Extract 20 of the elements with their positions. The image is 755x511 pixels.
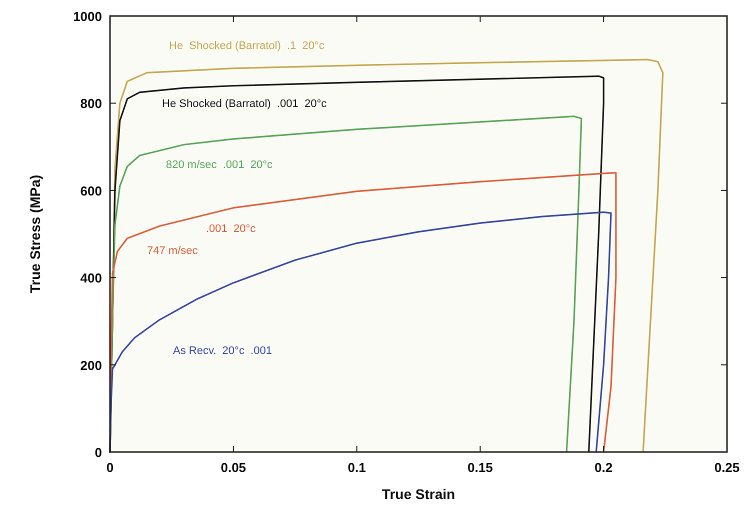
y-tick-label: 800 <box>80 96 102 112</box>
y-axis-title: True Stress (MPa) <box>27 174 43 294</box>
x-tick-label: 0 <box>106 460 114 475</box>
series-label: 747 m/sec <box>147 245 198 257</box>
x-tick-label: 0.1 <box>348 460 366 475</box>
x-tick-label: 0.25 <box>714 460 740 475</box>
series-label: 820 m/sec .001 20°c <box>166 159 274 171</box>
y-tick-label: 200 <box>80 358 102 373</box>
text: As Recv. 20°c .001 <box>173 345 272 357</box>
x-tick-label: 0.05 <box>220 460 246 475</box>
x-tick-label: 0.2 <box>594 460 613 475</box>
y-tick-label: 400 <box>80 270 102 286</box>
annotation: .001 20°c <box>206 223 256 235</box>
x-tick-label: 0.15 <box>468 460 493 475</box>
series-label: He Shocked (Barratol) .1 20°c <box>169 40 325 52</box>
y-tick-label: 600 <box>80 183 102 198</box>
x-axis-title: True Strain <box>382 486 456 502</box>
y-tick-label: 0 <box>94 445 102 460</box>
series-label: He Shocked (Barratol) .001 20°c <box>162 98 328 110</box>
y-tick-label: 1000 <box>73 9 102 24</box>
